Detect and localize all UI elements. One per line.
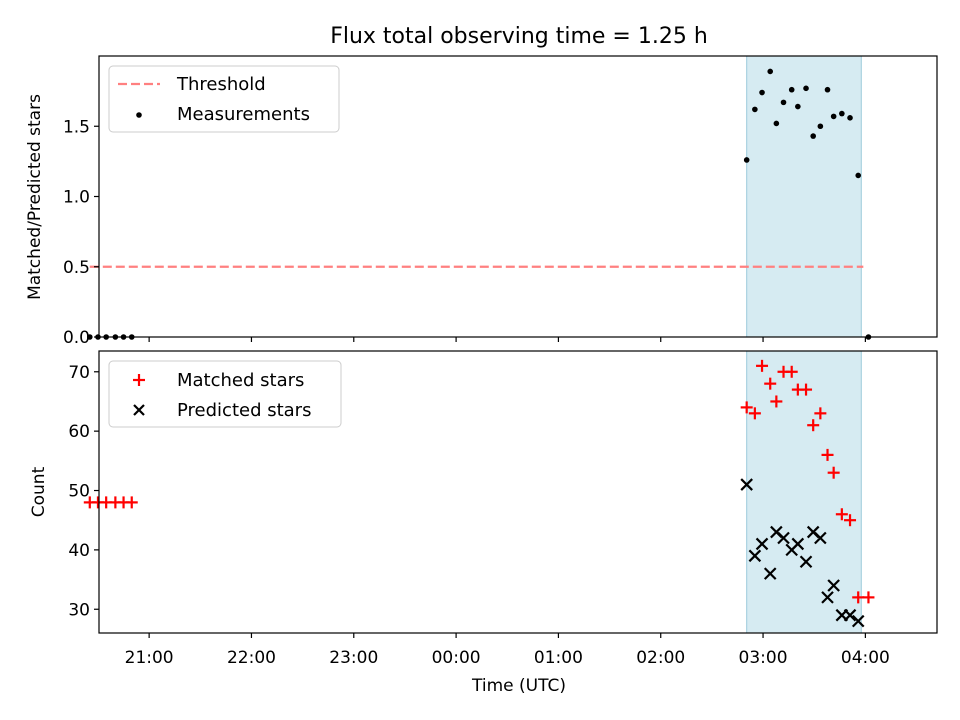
bottom-y-tick-label: 60	[68, 422, 90, 442]
measurement-point	[743, 157, 750, 163]
predicted-star-point	[821, 591, 834, 604]
x-tick-label: 03:00	[739, 648, 788, 668]
measurement-point	[86, 334, 93, 340]
measurement-point	[847, 115, 853, 121]
matched-star-point	[785, 365, 798, 378]
matched-star-point	[844, 514, 857, 527]
matched-star-point	[821, 448, 834, 461]
matched-star-point	[125, 496, 138, 509]
x-tick-label: 01:00	[534, 648, 583, 668]
top-y-tick-label: 1.5	[63, 117, 90, 137]
top-y-ticks: 0.0 0.5 1.0 1.5	[63, 117, 99, 348]
top-y-tick-label: 1.0	[63, 188, 90, 208]
measurement-point	[803, 85, 809, 92]
x-tick-label: 04:00	[841, 648, 890, 668]
top-y-axis-label: Matched/Predicted stars	[25, 94, 45, 300]
top-x-ticks	[148, 337, 866, 342]
measurement-point	[795, 103, 801, 110]
matched-star-point	[807, 419, 820, 432]
matched-star-point	[764, 377, 777, 390]
measurement-point	[824, 86, 831, 93]
predicted-star-point	[843, 608, 857, 622]
predicted-stars-points	[740, 478, 865, 628]
predicted-star-point	[740, 478, 753, 491]
measurement-point	[839, 110, 845, 117]
measurement-point	[855, 172, 862, 179]
predicted-star-point	[763, 567, 777, 580]
matched-star-point	[814, 407, 827, 420]
bottom-x-ticks: 21:00 22:00 23:00 00:00 01:00 02:00 03:00 04:00	[125, 633, 890, 668]
predicted-star-point	[755, 537, 769, 551]
bottom-legend-box	[108, 360, 342, 428]
legend-measurements-label: Measurements	[177, 104, 310, 125]
measurement-point	[752, 106, 758, 113]
x-tick-label: 23:00	[329, 648, 378, 668]
bottom-y-tick-label: 50	[68, 482, 90, 502]
legend-matched-swatch	[133, 374, 145, 386]
measurement-point	[773, 120, 780, 127]
bottom-y-tick-label: 40	[68, 541, 90, 561]
bottom-shaded-span	[746, 350, 862, 634]
matched-star-point	[756, 359, 769, 372]
legend-measurements-swatch	[136, 112, 142, 118]
matched-star-point	[827, 466, 840, 479]
matched-star-point	[748, 407, 761, 420]
x-tick-label: 02:00	[636, 648, 685, 668]
predicted-star-point	[748, 549, 762, 563]
predicted-star-point	[814, 531, 827, 545]
bottom-y-ticks: 30 40 50 60 70	[68, 363, 99, 620]
matched-star-point	[800, 383, 813, 396]
top-y-tick-label: 0.0	[63, 328, 90, 348]
matched-star-point	[835, 508, 848, 521]
bottom-panel: 21:00 22:00 23:00 00:00 01:00 02:00 03:00 04:00…	[29, 350, 938, 696]
measurement-point	[817, 123, 824, 130]
top-panel: 0.0 0.5 1.0 1.5 Matched/Predicted stars Thr…	[25, 55, 938, 348]
bottom-legend: Matched stars Predicted stars	[108, 360, 342, 428]
legend-matched-label: Matched stars	[177, 370, 304, 391]
measurement-point	[810, 133, 816, 139]
measurement-point	[788, 86, 795, 93]
chart-title: Flux total observing time = 1.25 h	[330, 24, 708, 49]
predicted-star-point	[851, 614, 865, 628]
top-shaded-span	[746, 55, 862, 338]
measurement-point	[759, 89, 765, 96]
x-tick-label: 21:00	[125, 648, 174, 668]
bottom-y-tick-label: 70	[68, 363, 90, 383]
matched-star-point	[852, 591, 865, 604]
x-axis-label: Time (UTC)	[471, 676, 566, 696]
bottom-plot-frame	[98, 350, 938, 634]
predicted-star-point	[777, 531, 790, 545]
measurement-point	[767, 68, 774, 75]
bottom-y-tick-label: 30	[68, 600, 90, 620]
measurement-point	[780, 99, 787, 106]
top-legend: Threshold Measurements	[108, 65, 340, 133]
legend-threshold-label: Threshold	[176, 74, 266, 95]
legend-predicted-swatch	[133, 404, 145, 416]
x-tick-label: 00:00	[432, 648, 481, 668]
x-tick-label: 22:00	[227, 648, 276, 668]
measurements-points	[86, 68, 872, 340]
measurement-point	[830, 113, 837, 120]
predicted-star-point	[799, 555, 813, 569]
predicted-star-point	[791, 537, 805, 551]
matched-stars-points	[83, 359, 875, 604]
matched-star-point	[740, 401, 753, 414]
bottom-y-axis-label: Count	[29, 466, 49, 517]
matched-star-point	[862, 591, 875, 604]
top-legend-box	[108, 65, 340, 133]
legend-predicted-label: Predicted stars	[177, 400, 311, 421]
top-y-tick-label: 0.5	[63, 258, 90, 278]
matched-star-point	[770, 395, 783, 408]
predicted-star-point	[827, 579, 840, 592]
